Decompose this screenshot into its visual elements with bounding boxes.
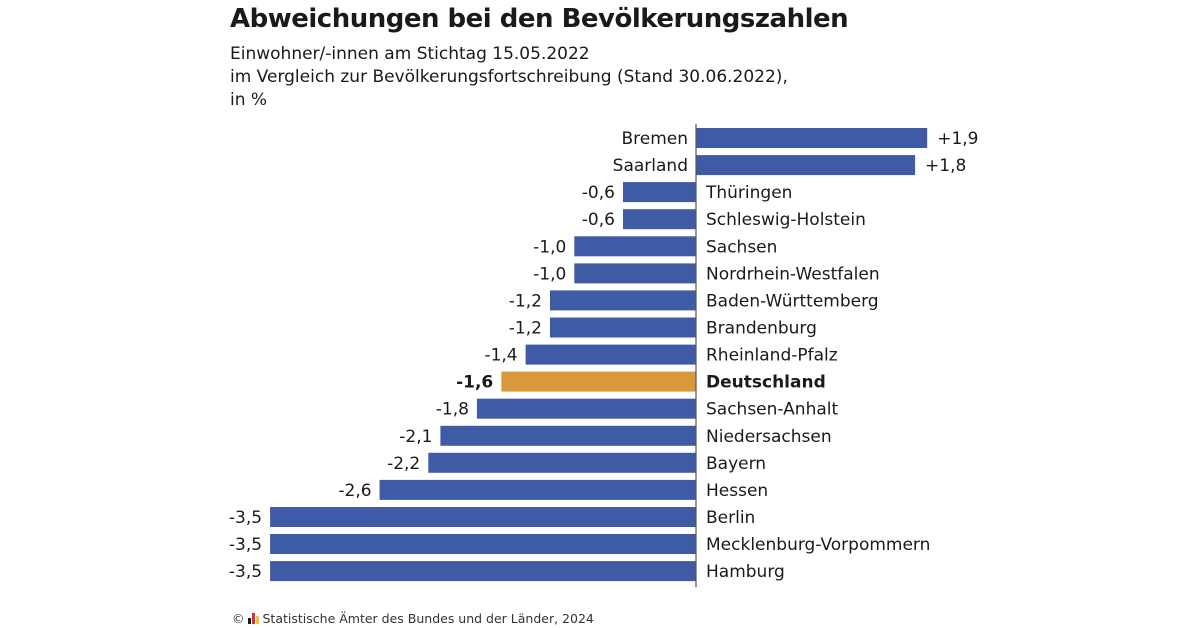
value-label-mecklenburg-vorpommern: -3,5 [229,535,262,555]
value-label-sachsen-anhalt: -1,8 [436,400,469,420]
chart-subtitle-line-2: im Vergleich zur Bevölkerungsfortschreib… [230,67,788,87]
value-label-thueringen: -0,6 [582,183,615,203]
bar-thueringen [623,182,696,203]
value-label-bremen: +1,9 [937,129,978,149]
chart-title: Abweichungen bei den Bevölkerungszahlen [230,4,849,34]
value-label-brandenburg: -1,2 [509,319,542,339]
category-label-saarland: Saarland [613,156,688,176]
category-label-hessen: Hessen [706,481,768,501]
category-label-mecklenburg-vorpommern: Mecklenburg-Vorpommern [706,535,930,555]
bar-hamburg [270,561,696,582]
source-text: Statistische Ämter des Bundes und der Lä… [262,611,594,626]
value-label-schleswig-holstein: -0,6 [582,210,615,230]
destatis-flag-icon [247,613,259,624]
category-label-hamburg: Hamburg [706,562,785,582]
value-label-hamburg: -3,5 [229,562,262,582]
category-label-sachsen: Sachsen [706,237,777,257]
bar-sachsen-anhalt [476,398,696,419]
value-label-bayern: -2,2 [387,454,420,474]
category-label-brandenburg: Brandenburg [706,319,817,339]
category-label-bayern: Bayern [706,454,766,474]
value-label-saarland: +1,8 [925,156,966,176]
copyright-symbol: © [232,611,245,626]
chart-subtitle-line-3: in % [230,90,268,110]
bar-hessen [379,479,696,500]
value-label-berlin: -3,5 [229,508,262,528]
category-label-sachsen-anhalt: Sachsen-Anhalt [706,400,838,420]
value-label-baden-wuerttemberg: -1,2 [509,291,542,311]
value-label-sachsen: -1,0 [533,237,566,257]
bar-mecklenburg-vorpommern [270,534,696,554]
value-label-rheinland-pfalz: -1,4 [484,346,517,366]
value-label-deutschland: -1,6 [456,373,493,393]
bar-schleswig-holstein [623,209,696,230]
category-label-niedersachsen: Niedersachsen [706,427,832,447]
bar-nordrhein-westfalen [574,263,696,284]
category-label-rheinland-pfalz: Rheinland-Pfalz [706,346,838,366]
bar-niedersachsen [440,425,696,446]
bar-deutschland [501,371,696,392]
category-label-berlin: Berlin [706,508,755,528]
bar-saarland [696,155,916,176]
category-label-deutschland: Deutschland [706,373,826,393]
bar-bremen [696,128,928,148]
category-label-nordrhein-westfalen: Nordrhein-Westfalen [706,264,880,284]
category-label-schleswig-holstein: Schleswig-Holstein [706,210,866,230]
chart-subtitle-line-1: Einwohner/-innen am Stichtag 15.05.2022 [230,44,590,64]
value-label-niedersachsen: -2,1 [399,427,432,447]
bar-rheinland-pfalz [525,344,696,365]
category-label-bremen: Bremen [621,129,688,149]
value-label-hessen: -2,6 [338,481,371,501]
bar-bayern [428,452,696,473]
bar-chart: Bremen +1,9 Saarland +1,8 Thüringen -0,6 Schle… [229,124,979,588]
value-label-nordrhein-westfalen: -1,0 [533,264,566,284]
source-footer: © Statistische Ämter des Bundes und der … [232,611,594,626]
bar-sachsen [574,236,696,257]
category-label-baden-wuerttemberg: Baden-Württemberg [706,291,879,311]
bar-berlin [270,507,696,527]
bar-brandenburg [550,317,696,338]
bar-baden-wuerttemberg [550,290,696,311]
category-label-thueringen: Thüringen [705,183,792,203]
